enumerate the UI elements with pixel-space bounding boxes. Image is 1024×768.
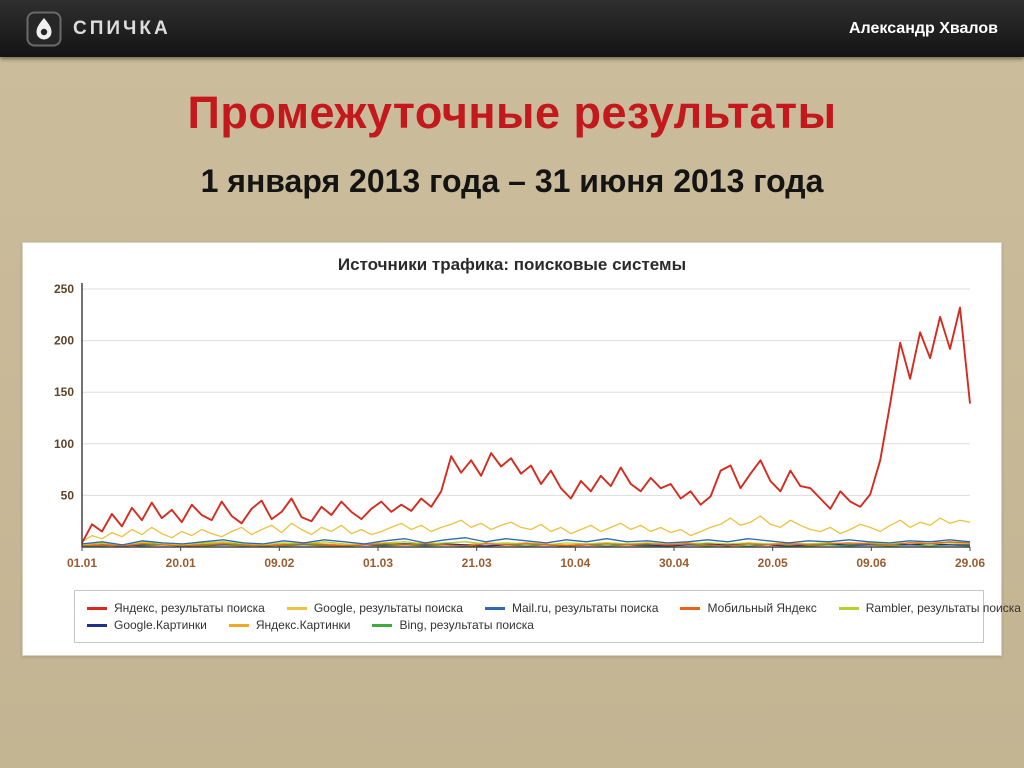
slide-subtitle: 1 января 2013 года – 31 июня 2013 года: [200, 163, 824, 199]
x-tick-label: 29.06: [955, 556, 985, 570]
legend-series-marker: [484, 606, 505, 610]
legend-series-label: Rambler, результаты поиска: [865, 601, 1021, 615]
legend-item: Яндекс.Картинки: [228, 618, 351, 632]
legend-series-marker: [372, 623, 393, 627]
legend-row: Google.Картинки Яндекс.Картинки Bing, резу…: [87, 618, 971, 632]
top-bar: СПИЧКА Александр Хвалов: [0, 0, 1024, 57]
chart-legend: Яндекс, результаты поиска Google, результ…: [74, 590, 1021, 643]
author-name: Александр Хвалов: [849, 19, 998, 37]
x-tick-label: 09.02: [264, 556, 294, 570]
chart-title: Источники трафика: поисковые системы: [337, 255, 687, 274]
series-line-3: [81, 541, 971, 547]
y-tick-label: 100: [54, 437, 74, 451]
series-line-1: [81, 515, 971, 543]
legend-row: Яндекс, результаты поиска Google, результ…: [87, 601, 1021, 615]
spichka-logo-icon: [26, 11, 62, 46]
legend-series-marker: [87, 606, 107, 610]
y-tick-label: 150: [54, 385, 74, 399]
legend-item: Mail.ru, результаты поиска: [484, 601, 659, 615]
traffic-sources-line-chart: 50 100 150 200 250 01.01 20.01 09.02 01.03 21.03 1…: [54, 282, 985, 570]
series-line-2: [81, 537, 971, 546]
logo-text: СПИЧКА: [73, 17, 171, 39]
x-tick-label: 09.06: [856, 556, 886, 570]
legend-series-marker: [286, 606, 307, 610]
legend-item: Google.Картинки: [87, 618, 207, 632]
series-line-7: [82, 544, 971, 547]
slide: Промежуточные результаты 1 января 2013 г…: [0, 57, 1024, 768]
legend-series-label: Мобильный Яндекс: [707, 601, 817, 615]
slide-title: Промежуточные результаты: [187, 87, 837, 138]
x-tick-label: 21.03: [462, 556, 492, 570]
legend-series-label: Bing, результаты поиска: [399, 618, 534, 632]
legend-series-marker: [228, 623, 249, 627]
x-tick-label: 10.04: [560, 556, 590, 570]
logo: СПИЧКА: [26, 11, 171, 47]
y-tick-label: 200: [54, 334, 74, 348]
legend-item: Мобильный Яндекс: [680, 601, 817, 615]
legend-item: Google, результаты поиска: [286, 601, 463, 615]
y-tick-label: 250: [54, 282, 74, 296]
x-tick-label: 30.04: [659, 556, 689, 570]
legend-series-marker: [87, 623, 107, 627]
x-tick-label: 01.03: [363, 556, 393, 570]
x-tick-label: 20.01: [166, 556, 196, 570]
series-line-0: [81, 306, 971, 544]
legend-item: Bing, результаты поиска: [372, 618, 534, 632]
x-tick-label: 01.01: [67, 556, 97, 570]
legend-series-label: Яндекс, результаты поиска: [114, 601, 265, 615]
legend-item: Rambler, результаты поиска: [838, 601, 1021, 615]
legend-series-marker: [680, 606, 701, 610]
y-tick-label: 50: [61, 488, 75, 502]
chart-panel: Источники трафика: поисковые системы 50 1…: [22, 242, 1021, 656]
legend-series-label: Яндекс.Картинки: [255, 618, 351, 632]
legend-series-label: Mail.ru, результаты поиска: [511, 601, 659, 615]
x-tick-label: 20.05: [758, 556, 788, 570]
legend-item: Яндекс, результаты поиска: [87, 601, 265, 615]
legend-series-label: Google.Картинки: [114, 618, 207, 632]
legend-series-marker: [838, 606, 859, 610]
legend-series-label: Google, результаты поиска: [313, 601, 463, 615]
